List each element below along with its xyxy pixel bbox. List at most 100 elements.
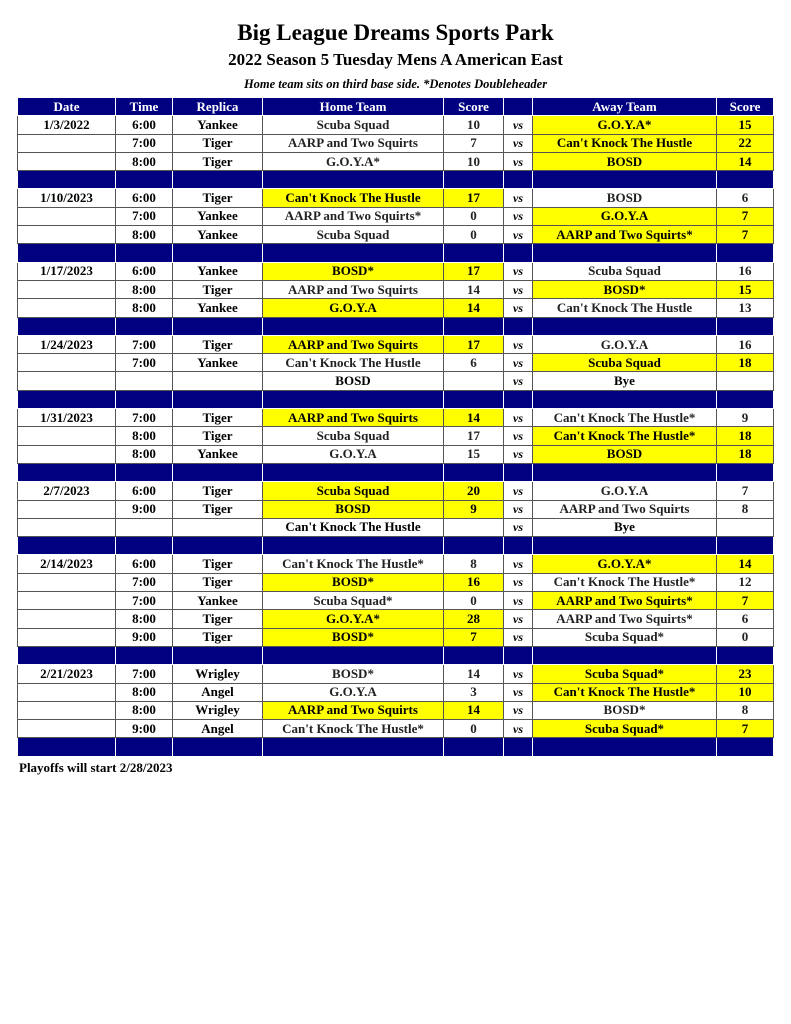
date-cell: 1/10/2023	[17, 188, 116, 208]
separator-cell	[503, 536, 533, 556]
home-score-cell: 10	[443, 115, 504, 135]
game-row: Can't Knock The Hustle vs Bye	[17, 517, 774, 538]
game-row: BOSD vs Bye	[17, 371, 774, 391]
home-team-cell: BOSD*	[262, 572, 444, 593]
page-title: Big League Dreams Sports Park	[237, 20, 554, 45]
separator-cell	[716, 389, 774, 410]
away-score-cell: 7	[716, 206, 774, 227]
home-score-cell: 14	[443, 298, 504, 318]
vs-label: vs	[503, 133, 533, 153]
time-cell: 7:00	[115, 133, 173, 153]
separator-cell	[172, 462, 263, 483]
game-row: 1/17/2023 6:00 Yankee BOSD* 17 vs Scuba Squad 1…	[17, 261, 774, 281]
separator-cell	[115, 170, 173, 190]
time-cell: 6:00	[115, 115, 173, 135]
vs-label: vs	[503, 353, 533, 373]
week-separator-row	[17, 316, 774, 336]
away-team-cell: Scuba Squad*	[532, 664, 717, 684]
separator-cell	[503, 389, 533, 410]
separator-cell	[262, 462, 444, 483]
replica-cell: Yankee	[172, 298, 263, 318]
vs-label: vs	[503, 627, 533, 647]
home-team-cell: G.O.Y.A	[262, 298, 444, 318]
separator-cell	[172, 389, 263, 410]
away-team-cell: AARP and Two Squirts*	[532, 225, 717, 245]
vs-label: vs	[503, 481, 533, 501]
home-score-cell: 10	[443, 151, 504, 172]
away-score-cell: 7	[716, 591, 774, 611]
home-team-cell: Can't Knock The Hustle	[262, 188, 444, 208]
away-team-cell: AARP and Two Squirts*	[532, 591, 717, 611]
away-score-cell: 15	[716, 279, 774, 300]
playoffs-note: Playoffs will start 2/28/2023	[19, 760, 173, 775]
separator-cell	[716, 645, 774, 666]
date-cell	[17, 206, 116, 227]
time-cell: 6:00	[115, 188, 173, 208]
away-score-cell: 7	[716, 481, 774, 501]
game-row: 8:00 Wrigley AARP and Two Squirts 14 vs BOSD*…	[17, 700, 774, 721]
date-cell: 2/14/2023	[17, 554, 116, 574]
replica-cell: Yankee	[172, 353, 263, 373]
time-cell: 7:00	[115, 334, 173, 355]
column-header-away-score: Score	[716, 96, 774, 117]
time-cell: 8:00	[115, 279, 173, 300]
separator-cell	[443, 316, 504, 336]
time-cell: 8:00	[115, 609, 173, 629]
away-team-cell: Can't Knock The Hustle*	[532, 572, 717, 593]
game-row: 8:00 Tiger AARP and Two Squirts 14 vs BOSD* 15	[17, 279, 774, 300]
home-team-cell: AARP and Two Squirts	[262, 279, 444, 300]
separator-cell	[172, 243, 263, 263]
replica-cell: Angel	[172, 682, 263, 702]
away-score-cell: 18	[716, 353, 774, 373]
vs-label: vs	[503, 188, 533, 208]
away-team-cell: Can't Knock The Hustle	[532, 133, 717, 153]
away-score-cell: 22	[716, 133, 774, 153]
separator-cell	[503, 645, 533, 666]
separator-cell	[532, 536, 717, 556]
separator-cell	[172, 170, 263, 190]
page-subtitle: 2022 Season 5 Tuesday Mens A American Ea…	[228, 50, 563, 69]
separator-cell	[262, 645, 444, 666]
time-cell: 7:00	[115, 591, 173, 611]
replica-cell: Tiger	[172, 279, 263, 300]
separator-cell	[716, 462, 774, 483]
separator-cell	[503, 170, 533, 190]
home-score-cell	[443, 371, 504, 391]
replica-cell: Tiger	[172, 151, 263, 172]
home-score-cell: 17	[443, 334, 504, 355]
separator-cell	[172, 737, 263, 757]
separator-cell	[17, 243, 116, 263]
replica-cell: Wrigley	[172, 700, 263, 721]
separator-cell	[443, 737, 504, 757]
separator-cell	[17, 645, 116, 666]
home-team-cell: AARP and Two Squirts	[262, 133, 444, 153]
vs-label: vs	[503, 609, 533, 629]
column-header-home-score: Score	[443, 96, 504, 117]
replica-cell: Tiger	[172, 481, 263, 501]
away-team-cell: G.O.Y.A*	[532, 554, 717, 574]
vs-label: vs	[503, 206, 533, 227]
separator-cell	[262, 737, 444, 757]
replica-cell: Tiger	[172, 426, 263, 446]
home-team-cell: G.O.Y.A	[262, 682, 444, 702]
date-cell	[17, 151, 116, 172]
separator-cell	[115, 536, 173, 556]
separator-cell	[17, 316, 116, 336]
home-team-cell: BOSD*	[262, 261, 444, 281]
vs-label: vs	[503, 261, 533, 281]
vs-label: vs	[503, 444, 533, 464]
date-cell: 1/24/2023	[17, 334, 116, 355]
replica-cell: Yankee	[172, 206, 263, 227]
time-cell: 8:00	[115, 151, 173, 172]
time-cell: 8:00	[115, 298, 173, 318]
away-team-cell: Scuba Squad*	[532, 719, 717, 739]
date-cell	[17, 700, 116, 721]
away-score-cell	[716, 517, 774, 538]
date-cell	[17, 353, 116, 373]
home-team-cell: G.O.Y.A*	[262, 151, 444, 172]
week-separator-row	[17, 389, 774, 410]
date-cell	[17, 298, 116, 318]
separator-cell	[17, 389, 116, 410]
replica-cell: Yankee	[172, 225, 263, 245]
away-team-cell: Can't Knock The Hustle*	[532, 408, 717, 428]
